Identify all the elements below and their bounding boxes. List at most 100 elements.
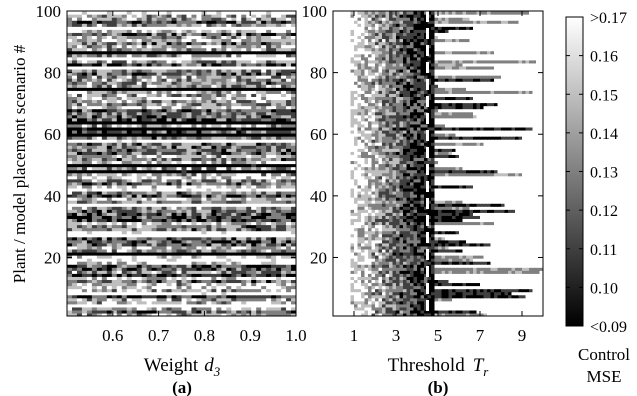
heat-cell [71,255,78,259]
heat-cell [276,108,282,113]
heat-cell [76,126,83,131]
heat-cell [256,47,262,52]
heat-cell [291,248,296,253]
heat-cell [81,294,88,299]
heat-cell [166,294,173,299]
heat-cell [271,14,277,18]
heat-cell [116,197,123,201]
heat-cell [211,111,217,116]
heat-cell [156,285,163,290]
heat-cell [156,239,163,244]
heat-cell [371,312,376,316]
heat-cell [256,78,262,82]
heat-cell [126,264,133,268]
heat-cell [251,236,257,241]
heat-cell [271,218,277,223]
heat-cell [67,294,73,299]
heat-cell [216,41,222,46]
heat-cell [76,178,83,183]
heat-cell [186,227,193,232]
heat-cell [181,172,188,177]
heat-cell [156,50,163,55]
heat-cell [76,221,83,226]
heat-cell [171,251,178,256]
heat-cell [156,261,163,265]
heat-cell [206,312,212,316]
heat-cell [191,78,198,82]
heat-cell [211,72,217,76]
heat-cell [91,59,98,64]
heat-cell [216,273,222,277]
heat-cell [131,248,138,253]
heat-cell [196,35,203,40]
heat-cell [236,120,242,125]
heat-cell [241,224,247,229]
heat-cell [251,102,257,107]
heat-cell [261,233,267,238]
heat-cell [226,184,232,189]
heat-cell [126,114,133,119]
heat-cell [171,264,178,268]
heat-cell [361,300,366,305]
heat-cell [206,230,212,235]
heat-cell [106,248,113,253]
heat-cell [81,163,88,168]
heat-cell [201,282,207,287]
heat-cell [226,84,232,88]
heat-cell [166,65,173,70]
heat-cell [161,32,168,36]
heat-cell [96,285,103,290]
heat-cell [276,14,282,18]
heat-cell [131,68,138,73]
heat-cell [251,242,257,247]
heat-cell [276,279,282,284]
heat-cell [96,282,103,287]
heat-cell [126,81,133,85]
heat-cell [291,50,296,55]
heat-cell [221,20,227,24]
heat-cell [206,102,212,107]
heat-cell [241,264,247,268]
heat-cell [191,108,198,113]
heat-cell [221,23,227,27]
heat-cell [186,264,193,268]
heat-cell [221,312,227,316]
heat-cell [96,148,103,152]
heat-cell [266,251,272,256]
heat-cell [291,11,296,15]
heat-cell [146,276,153,280]
heat-cell [236,221,242,226]
heat-cell [291,44,296,49]
heat-cell [131,227,138,232]
heat-cell [176,65,183,70]
heat-cell [216,242,222,247]
heat-cell [286,105,292,110]
heat-cell [251,96,257,101]
heat-cell [181,303,188,308]
heat-cell [281,29,287,33]
heat-cell [146,200,153,204]
heat-cell [221,306,227,311]
heat-cell [91,99,98,104]
heat-cell [171,123,178,128]
heat-cell [136,276,143,280]
heat-cell [111,68,118,73]
heat-cell [141,157,148,162]
heat-cell [76,309,83,314]
heat-cell [91,105,98,110]
heat-cell [364,303,369,308]
heat-cell [406,303,411,308]
heat-cell [231,291,237,296]
heat-cell [483,309,488,314]
heat-cell [441,300,446,305]
heat-cell [487,303,492,308]
heat-cell [101,184,108,189]
heat-cell [281,267,287,271]
heat-cell [251,41,257,46]
heat-cell [136,117,143,122]
heat-cell [246,221,252,226]
heat-cell [286,169,292,174]
heat-cell [131,163,138,168]
heat-cell [266,157,272,162]
heat-cell [241,190,247,195]
